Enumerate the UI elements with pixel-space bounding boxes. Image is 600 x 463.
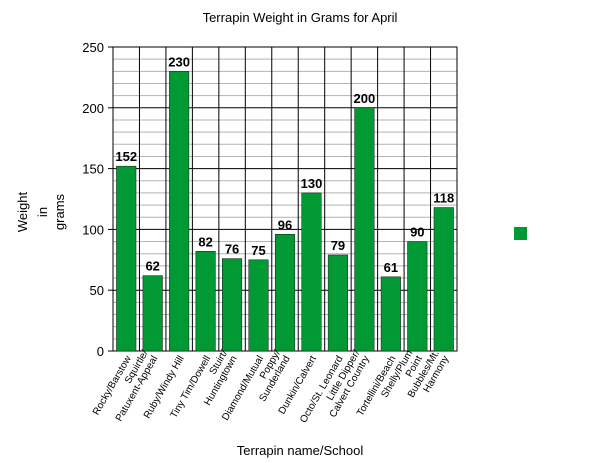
data-label: 62: [145, 259, 159, 274]
y-axis-title: Weight in grams: [15, 192, 67, 233]
y-axis-title-line: in: [35, 207, 50, 217]
y-tick-label: 50: [90, 283, 104, 298]
data-label: 61: [384, 260, 398, 275]
x-axis-categories: Rocky/BarstowSquirtle/Patuxent-AppealRub…: [91, 348, 451, 425]
bar: [222, 258, 243, 352]
data-label: 90: [410, 225, 424, 240]
x-axis-title: Terrapin name/School: [237, 443, 364, 458]
bar: [407, 241, 428, 352]
bar: [169, 71, 190, 352]
data-label: 76: [225, 242, 239, 257]
legend-swatch: [514, 227, 527, 240]
data-label: 75: [251, 243, 265, 258]
y-tick-label: 200: [82, 101, 104, 116]
bar: [116, 165, 137, 352]
y-tick-label: 150: [82, 162, 104, 177]
bar: [380, 276, 401, 352]
data-label: 200: [354, 91, 376, 106]
data-label: 230: [168, 54, 190, 69]
y-axis-title-line: grams: [52, 193, 67, 230]
bar: [195, 251, 216, 352]
y-tick-label: 100: [82, 222, 104, 237]
bar: [142, 275, 163, 352]
data-label: 82: [198, 234, 212, 249]
bar: [327, 254, 348, 352]
chart-title: Terrapin Weight in Grams for April: [203, 10, 398, 25]
y-tick-label: 0: [97, 344, 104, 359]
bar: [248, 259, 269, 352]
data-label: 118: [433, 191, 454, 206]
data-label: 130: [301, 176, 323, 191]
data-label: 79: [331, 238, 345, 253]
bar: [274, 234, 296, 352]
bars: 152 62 230 82 76 75 96 130 79 200 61 90 118: [115, 54, 454, 352]
y-tick-label: 250: [82, 40, 104, 55]
bar: [354, 107, 375, 352]
data-label: 96: [278, 217, 292, 232]
y-axis-ticks: 0 50 100 150 200 250: [82, 40, 113, 359]
bar: [301, 192, 322, 352]
bar: [433, 207, 454, 352]
data-label: 152: [115, 149, 137, 164]
y-axis-title-line: Weight: [15, 192, 30, 233]
